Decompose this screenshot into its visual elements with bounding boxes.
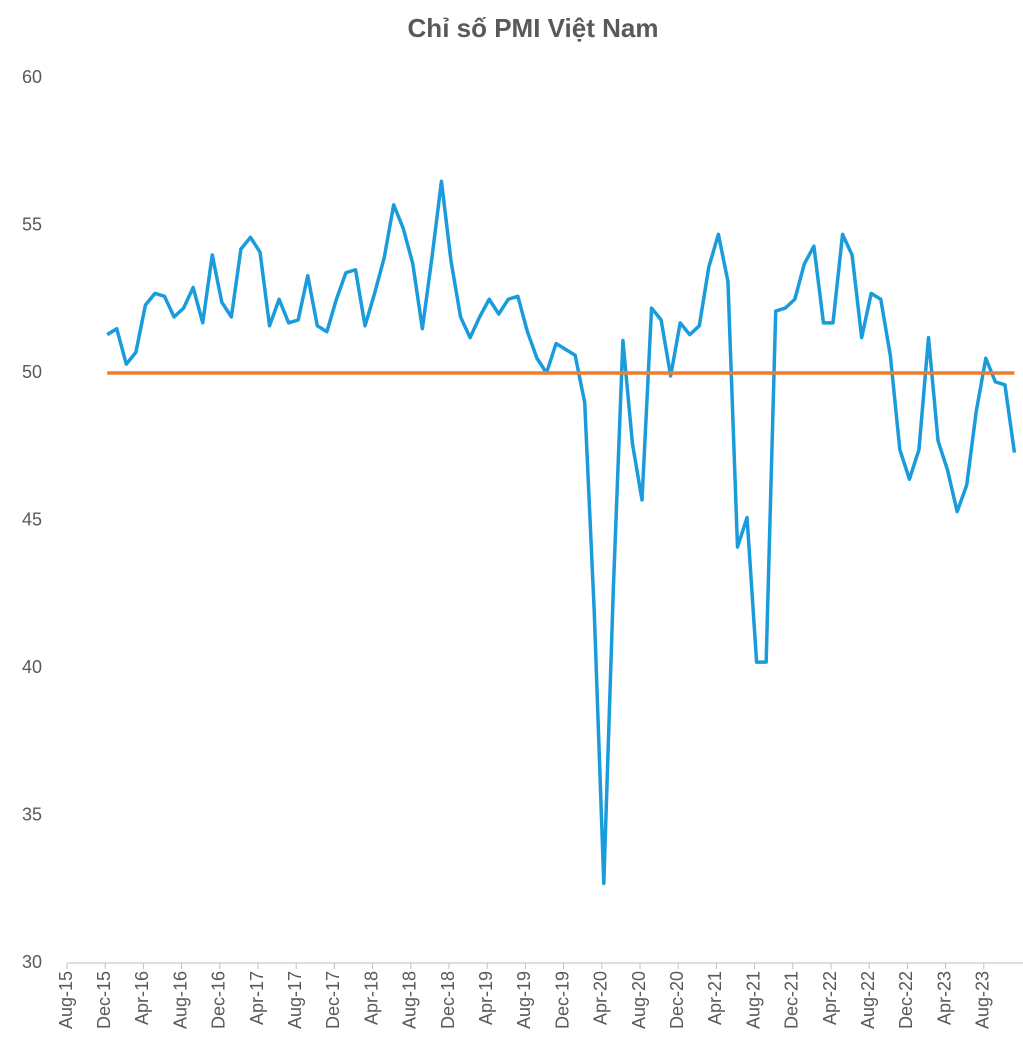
y-tick-label: 60 — [22, 67, 42, 87]
y-tick-label: 55 — [22, 214, 42, 234]
x-tick-label: Apr-19 — [476, 971, 496, 1025]
y-tick-label: 50 — [22, 362, 42, 382]
line-series — [106, 179, 1017, 886]
x-tick-label: Aug-17 — [285, 971, 305, 1029]
y-tick-label: 30 — [22, 952, 42, 972]
x-tick-label: Aug-20 — [629, 971, 649, 1029]
x-tick-label: Dec-21 — [782, 971, 802, 1029]
x-tick-label: Aug-22 — [858, 971, 878, 1029]
y-tick-label: 45 — [22, 509, 42, 529]
x-tick-label: Aug-23 — [973, 971, 993, 1029]
x-tick-label: Apr-17 — [247, 971, 267, 1025]
x-tick-label: Apr-23 — [934, 971, 954, 1025]
x-tick-label: Aug-15 — [56, 971, 76, 1029]
x-tick-label: Apr-18 — [361, 971, 381, 1025]
x-tick-label: Aug-21 — [743, 971, 763, 1029]
x-tick-label: Dec-16 — [209, 971, 229, 1029]
y-tick-label: 40 — [22, 657, 42, 677]
x-tick-label: Apr-22 — [820, 971, 840, 1025]
y-tick-label: 35 — [22, 804, 42, 824]
x-tick-label: Apr-16 — [132, 971, 152, 1025]
x-tick-label: Apr-21 — [705, 971, 725, 1025]
x-tick-label: Dec-19 — [552, 971, 572, 1029]
x-tick-label: Dec-20 — [667, 971, 687, 1029]
x-tick-label: Apr-20 — [591, 971, 611, 1025]
x-tick-label: Dec-18 — [438, 971, 458, 1029]
x-tick-label: Dec-15 — [94, 971, 114, 1029]
x-tick-label: Aug-19 — [514, 971, 534, 1029]
x-tick-label: Aug-18 — [400, 971, 420, 1029]
x-tick-label: Aug-16 — [170, 971, 190, 1029]
x-tick-label: Dec-17 — [323, 971, 343, 1029]
chart-title: Chỉ số PMI Việt Nam — [408, 13, 659, 43]
x-tick-label: Dec-22 — [896, 971, 916, 1029]
